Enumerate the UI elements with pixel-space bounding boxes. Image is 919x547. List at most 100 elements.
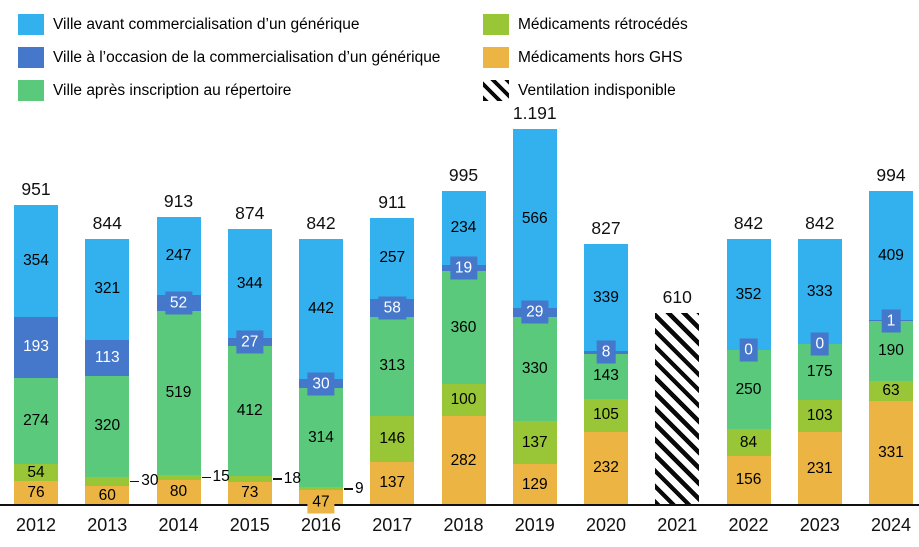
bar-segment bbox=[156, 475, 201, 480]
segment-callout-label: 0 bbox=[810, 332, 830, 356]
segment-value-label: 137 bbox=[521, 433, 548, 451]
segment-value-label: 129 bbox=[521, 475, 548, 493]
segment-value-label: 113 bbox=[94, 348, 120, 366]
segment-value-label: 146 bbox=[379, 429, 406, 447]
segment-value-label: 442 bbox=[308, 300, 334, 318]
bar-segment bbox=[299, 239, 343, 379]
color-swatch-icon bbox=[18, 80, 44, 101]
segment-value-label: 156 bbox=[735, 471, 762, 489]
bar-total-label: 842 bbox=[805, 213, 835, 234]
segment-callout-label: 19 bbox=[449, 256, 478, 280]
segment-value-label: 313 bbox=[379, 357, 406, 375]
bar-total-label: 951 bbox=[21, 178, 51, 199]
segment-outside-label: 9 bbox=[355, 479, 364, 497]
segment-callout-label: 47 bbox=[307, 490, 335, 514]
color-swatch-icon bbox=[18, 14, 44, 35]
bar-segment bbox=[726, 350, 771, 430]
bar-segment bbox=[512, 421, 557, 465]
label-leader-line bbox=[201, 476, 211, 479]
segment-value-label: 519 bbox=[165, 384, 192, 402]
segment-value-label: 76 bbox=[27, 484, 45, 501]
legend-item-label: Médicaments hors GHS bbox=[518, 49, 683, 66]
segment-value-label: 80 bbox=[169, 483, 188, 501]
legend-item-label: Ville avant commercialisation d’un génér… bbox=[53, 16, 360, 33]
segment-value-label: 339 bbox=[593, 288, 619, 306]
year-label: 2023 bbox=[799, 515, 840, 535]
segment-value-label: 193 bbox=[23, 338, 49, 356]
year-label: 2022 bbox=[728, 515, 769, 535]
bar-segment bbox=[726, 455, 771, 505]
year-label: 2017 bbox=[372, 515, 413, 535]
legend-item: Ville à l’occasion de la commercialisati… bbox=[18, 41, 440, 74]
legend-item-label: Ville après inscription au répertoire bbox=[53, 82, 292, 99]
segment-value-label: 331 bbox=[878, 443, 904, 461]
bar-segment bbox=[370, 316, 415, 416]
bar-segment bbox=[227, 476, 272, 482]
segment-callout-label: 30 bbox=[307, 372, 335, 396]
legend-item-label: Ventilation indisponible bbox=[518, 82, 676, 99]
bar-segment bbox=[370, 461, 415, 505]
segment-callout-label: 0 bbox=[739, 338, 758, 362]
segment-value-label: 105 bbox=[593, 406, 619, 424]
label-leader-line bbox=[130, 480, 140, 483]
segment-value-label: 247 bbox=[165, 246, 192, 264]
year-label: 2016 bbox=[300, 515, 342, 535]
segment-value-label: 190 bbox=[878, 341, 904, 359]
bar-total-label: 995 bbox=[448, 165, 479, 186]
year-label: 2013 bbox=[87, 515, 128, 535]
legend-item: Ventilation indisponible bbox=[483, 74, 688, 107]
label-leader-line bbox=[344, 487, 353, 490]
bar-segment bbox=[869, 191, 913, 321]
bar-segment bbox=[512, 129, 557, 308]
bar-segment bbox=[726, 429, 771, 456]
bar-total-label: 610 bbox=[662, 286, 692, 307]
bar-segment bbox=[584, 398, 628, 432]
bar-segment bbox=[441, 416, 486, 505]
segment-value-label: 143 bbox=[593, 367, 619, 385]
label-leader-line bbox=[272, 478, 282, 480]
bar-segment bbox=[299, 388, 343, 488]
year-label: 2021 bbox=[657, 515, 698, 535]
bar-segment bbox=[14, 463, 58, 482]
bar-total-label: 913 bbox=[163, 190, 194, 211]
bar-segment bbox=[14, 481, 58, 505]
color-swatch-icon bbox=[18, 47, 44, 68]
bar-segment bbox=[85, 339, 130, 376]
year-label: 2020 bbox=[585, 515, 627, 535]
bar-total-label: 874 bbox=[235, 203, 265, 224]
legend-item-label: Médicaments rétrocédés bbox=[518, 16, 688, 33]
bar-segment bbox=[512, 464, 557, 505]
year-label: 2012 bbox=[15, 515, 57, 535]
year-label: 2014 bbox=[158, 515, 199, 535]
segment-value-label: 354 bbox=[23, 251, 49, 269]
bar-segment bbox=[85, 476, 130, 487]
segment-value-label: 100 bbox=[450, 391, 477, 409]
bar-segment bbox=[869, 380, 913, 401]
hatch-swatch-icon bbox=[483, 80, 509, 101]
segment-value-label: 274 bbox=[23, 411, 49, 429]
segment-value-label: 330 bbox=[521, 360, 548, 378]
color-swatch-icon bbox=[483, 14, 509, 35]
bar-total-label: 844 bbox=[92, 212, 122, 233]
bar-segment bbox=[85, 375, 130, 477]
x-axis-line bbox=[0, 504, 919, 506]
bar-segment bbox=[85, 238, 130, 340]
segment-value-label: 54 bbox=[27, 463, 45, 481]
year-label: 2019 bbox=[514, 515, 555, 535]
bar-segment bbox=[85, 486, 130, 505]
segment-callout-label: 52 bbox=[164, 291, 193, 315]
bar-segment bbox=[156, 311, 201, 476]
bar-segment bbox=[726, 239, 771, 351]
segment-value-label: 314 bbox=[308, 428, 334, 446]
segment-value-label: 321 bbox=[94, 280, 121, 298]
segment-outside-label: 18 bbox=[283, 470, 301, 488]
year-label: 2018 bbox=[443, 515, 484, 535]
legend-column-right: Médicaments rétrocédés Médicaments hors G… bbox=[483, 8, 688, 107]
bar-segment bbox=[584, 244, 628, 352]
segment-value-label: 60 bbox=[98, 486, 116, 504]
segment-value-label: 409 bbox=[878, 246, 904, 264]
bar-segment bbox=[441, 191, 486, 265]
segment-value-label: 257 bbox=[379, 249, 406, 267]
bar-segment bbox=[441, 270, 486, 385]
segment-value-label: 250 bbox=[735, 380, 762, 398]
